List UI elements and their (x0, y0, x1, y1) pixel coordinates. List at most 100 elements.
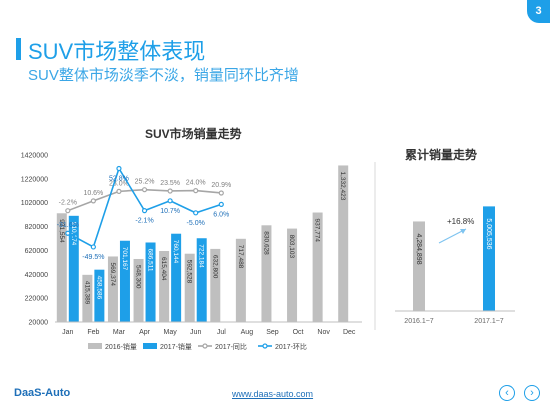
cumulative-bar-label: 5,005,536 (485, 218, 492, 249)
bar-label-2016: 592,528 (186, 260, 193, 284)
bar-label-2016: 717,488 (237, 245, 244, 269)
prev-page-button[interactable]: ‹ (499, 385, 515, 401)
x-tick-label: Dec (343, 329, 356, 336)
bar-2016 (107, 256, 118, 322)
bar-2017 (171, 233, 182, 322)
x-tick-label: Feb (87, 329, 99, 336)
mom-label: 52.8% (109, 176, 129, 183)
bar-2016 (133, 258, 144, 322)
bar-label-2016: 830,628 (262, 231, 269, 255)
x-tick-label: Jul (217, 329, 226, 336)
yoy-label: 23.5% (160, 180, 180, 187)
mom-label: -5.0% (187, 220, 205, 227)
cumulative-chart-title: 累计销量走势 (405, 148, 478, 162)
mom-label: -31.6% (57, 222, 79, 229)
x-tick-label: Jun (190, 329, 201, 336)
legend-swatch-marker (202, 343, 208, 349)
mom-point (116, 165, 122, 172)
y-tick-label: 1220000 (21, 176, 48, 183)
mom-label: -49.5% (82, 254, 104, 261)
bar-2016 (159, 250, 170, 322)
yoy-point (218, 190, 224, 196)
bar-label-2016: 569,374 (109, 262, 116, 286)
bar-label-2017: 458,586 (95, 276, 102, 300)
y-tick-label: 1420000 (21, 153, 48, 160)
x-tick-label: Nov (317, 329, 330, 336)
yoy-label: 23.0% (109, 180, 129, 187)
mom-point (193, 210, 199, 216)
yoy-label: 20.9% (211, 182, 231, 189)
legend-label: 2017-销量 (160, 342, 192, 351)
bar-label-2017: 722,184 (198, 244, 205, 268)
mom-label: -2.1% (135, 218, 153, 225)
legend-swatch (88, 343, 102, 349)
bar-label-2017: 686,511 (147, 248, 154, 271)
y-tick-label: 820000 (25, 224, 48, 231)
y-tick-label: 420000 (25, 272, 48, 279)
x-tick-label: Mar (113, 329, 126, 336)
mom-point (167, 198, 173, 204)
yoy-point (193, 188, 199, 194)
yoy-label: 24.0% (186, 180, 206, 187)
x-tick-label: Oct (293, 329, 304, 336)
bar-label-2017: 760,144 (172, 240, 179, 264)
cumulative-bar (413, 221, 425, 311)
mom-label: 6.0% (213, 211, 229, 218)
bar-label-2016: 615,404 (160, 257, 167, 281)
x-tick-label: Jan (62, 329, 73, 336)
legend-swatch (143, 343, 157, 349)
cumulative-x-label: 2016.1~7 (404, 318, 433, 325)
yoy-label: 25.2% (135, 179, 155, 186)
yoy-point (90, 198, 96, 204)
x-tick-label: Apr (139, 329, 151, 336)
mom-point (218, 201, 224, 207)
mom-point (90, 244, 96, 250)
cumulative-bar (483, 206, 495, 311)
bar-label-2017: 910,174 (70, 222, 77, 246)
growth-arrow-head (460, 229, 466, 234)
growth-label: +16.8% (447, 217, 474, 226)
bar-2016 (82, 274, 93, 322)
x-tick-label: Sep (266, 329, 279, 336)
bar-2017 (196, 238, 207, 322)
bar-label-2016: 937,774 (314, 219, 321, 243)
legend-swatch-marker (262, 343, 268, 349)
page-number-badge: 3 (527, 0, 550, 23)
bar-2017 (68, 215, 79, 322)
legend-label: 2017-环比 (275, 342, 307, 351)
page-subtitle: SUV整体市场淡季不淡，销量同环比齐增 (28, 67, 299, 84)
bar-2016 (287, 228, 298, 322)
yoy-label: 10.6% (83, 190, 103, 197)
yoy-point (167, 188, 173, 194)
bar-2016 (235, 238, 246, 322)
yoy-point (116, 188, 122, 194)
bar-label-2016: 548,300 (135, 265, 142, 289)
footer-url-link[interactable]: www.daas-auto.com (232, 389, 314, 399)
y-tick-label: 620000 (25, 248, 48, 255)
bar-label-2016: 415,389 (83, 281, 90, 305)
bar-label-2016: 632,800 (211, 255, 218, 279)
bar-2016 (56, 213, 67, 322)
y-tick-label: 20000 (29, 320, 49, 327)
yoy-label: -2.2% (59, 200, 77, 207)
bar-2017 (94, 269, 105, 322)
yoy-point (65, 208, 71, 214)
yoy-point (141, 187, 148, 193)
y-tick-label: 1020000 (21, 200, 48, 207)
bar-2016 (184, 253, 195, 322)
bar-label-2016: 931,554 (58, 219, 65, 243)
mom-label: 10.7% (160, 208, 180, 215)
bar-2016 (261, 225, 272, 322)
mom-point (141, 208, 148, 214)
y-tick-label: 220000 (25, 296, 48, 303)
legend-label: 2016-销量 (105, 342, 137, 351)
next-page-button[interactable]: › (524, 385, 540, 401)
bar-2016 (210, 248, 221, 322)
mom-point (65, 230, 71, 236)
cumulative-x-label: 2017.1~7 (474, 318, 503, 325)
bar-2016 (312, 212, 323, 322)
bar-2016 (338, 165, 349, 322)
legend-label: 2017-同比 (215, 342, 247, 351)
cumulative-bar-label: 4,284,898 (415, 233, 422, 264)
